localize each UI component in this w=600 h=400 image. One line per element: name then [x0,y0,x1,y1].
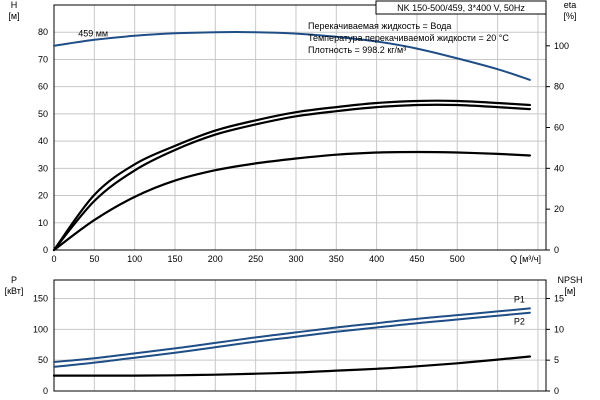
right-tick-label: 5 [554,355,559,365]
plot-frame [53,4,547,251]
title-box [375,0,547,15]
chart-title: NK 150-500/459, 3*400 V, 50Hz [397,3,525,13]
series-line-1 [52,103,531,252]
right-tick-label: 20 [554,204,564,214]
left-tick-label: 60 [38,82,48,92]
series-line-2 [52,99,531,252]
series-line-0 [53,31,531,81]
left-axis-name: P [11,275,17,285]
left-tick-label: 80 [38,27,48,37]
x-tick-label: 450 [409,254,424,264]
right-tick-label: 15 [554,294,564,304]
left-tick-label: 40 [38,136,48,146]
x-tick-label: 250 [248,254,263,264]
x-tick-label: 100 [127,254,142,264]
right-tick-label: 60 [554,123,564,133]
left-tick-label: 0 [43,245,48,255]
left-tick-label: 20 [38,191,48,201]
right-axis-unit: [м] [564,286,575,296]
x-tick-label: 300 [288,254,303,264]
series-line-1 [53,311,531,368]
series-line-2 [52,355,531,377]
info-line: Плотность = 998.2 кг/м³ [308,45,406,55]
right-axis-name: NPSH [557,275,582,285]
label-layer: 01020304050607080020406080100H[м]eta[%]0… [5,0,583,396]
right-tick-label: 0 [554,386,559,396]
x-tick-label: 50 [89,254,99,264]
right-tick-label: 100 [554,41,569,51]
right-tick-label: 80 [554,82,564,92]
x-tick-label: 500 [450,254,465,264]
series-label: P2 [514,317,525,327]
left-tick-label: 30 [38,163,48,173]
info-line: Температура перекачиваемой жидкости = 20… [308,33,509,43]
series-line-3 [52,150,531,252]
left-tick-label: 150 [33,294,48,304]
left-tick-label: 50 [38,355,48,365]
left-tick-label: 70 [38,54,48,64]
right-axis-name: eta [564,0,577,10]
left-tick-label: 50 [38,109,48,119]
series-line-0 [53,307,531,363]
left-axis-unit: [кВт] [5,286,24,296]
left-axis-name: H [11,0,18,10]
left-tick-label: 0 [43,386,48,396]
series-layer [52,31,531,377]
series-label: 459 мм [78,28,108,38]
left-tick-label: 10 [38,218,48,228]
left-axis-unit: [м] [8,11,19,21]
info-line: Перекачиваемая жидкость = Вода [308,21,451,31]
frame-layer [53,0,550,392]
right-tick-label: 40 [554,163,564,173]
right-tick-label: 0 [554,245,559,255]
x-tick-label: 200 [208,254,223,264]
left-tick-label: 100 [33,324,48,334]
x-tick-label: 350 [329,254,344,264]
series-label: P1 [514,294,525,304]
x-axis-label: Q [м³/ч] [510,254,541,264]
right-axis-unit: [%] [563,11,576,21]
right-tick-label: 10 [554,324,564,334]
x-tick-label: 400 [369,254,384,264]
plot-frame [53,279,547,392]
x-tick-label: 0 [51,254,56,264]
x-tick-label: 150 [167,254,182,264]
